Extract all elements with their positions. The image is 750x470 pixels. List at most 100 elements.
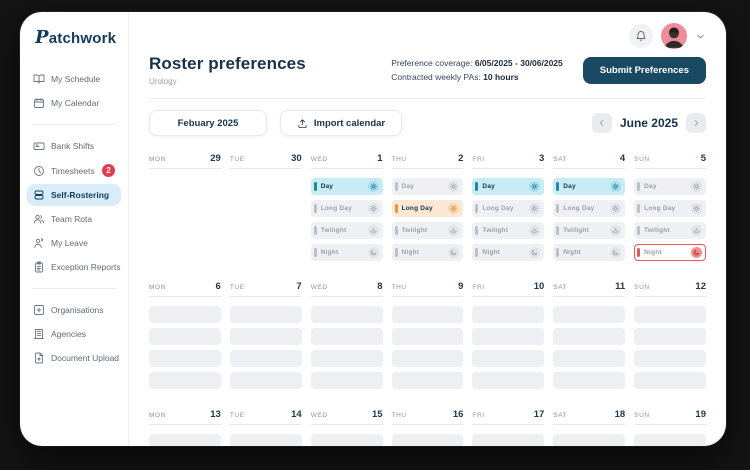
sidebar-item-agencies[interactable]: Agencies: [27, 323, 121, 345]
empty-shift-slot[interactable]: [229, 328, 302, 345]
sidebar-item-my-calendar[interactable]: My Calendar: [27, 92, 121, 114]
month-navigation: June 2025: [592, 113, 706, 133]
empty-shift-slot[interactable]: [634, 306, 706, 323]
shift-chip-twilight[interactable]: Twilight: [310, 222, 383, 239]
chip-accent-bar: [313, 204, 317, 213]
empty-shift-slot[interactable]: [310, 328, 383, 345]
sidebar-item-timesheets[interactable]: Timesheets 2: [27, 159, 121, 182]
empty-shift-slot[interactable]: [472, 350, 545, 367]
chip-label: Twilight: [563, 227, 589, 234]
sidebar-item-team-rota[interactable]: Team Rota: [27, 208, 121, 230]
empty-shift-slot[interactable]: [634, 328, 706, 345]
empty-shift-slot[interactable]: [229, 350, 302, 367]
empty-shift-slot[interactable]: [149, 372, 221, 389]
next-month-button[interactable]: [686, 113, 706, 133]
shift-chip-twilight[interactable]: Twilight: [553, 222, 626, 239]
shift-chip-night[interactable]: Night: [472, 244, 545, 261]
chip-label: Day: [320, 183, 334, 190]
empty-shift-slot[interactable]: [229, 306, 302, 323]
empty-shift-slot[interactable]: [149, 328, 221, 345]
shift-chip-long-day[interactable]: Long Day: [472, 200, 545, 217]
empty-shift-slot[interactable]: [634, 350, 706, 367]
notifications-button[interactable]: [629, 24, 653, 48]
sidebar-item-organisations[interactable]: Organisations: [27, 299, 121, 321]
shift-chip-night[interactable]: Night: [634, 244, 706, 261]
sidebar-item-bank-shifts[interactable]: Bank Shifts: [27, 135, 121, 157]
sidebar-item-my-leave[interactable]: My Leave: [27, 232, 121, 254]
empty-shift-slot[interactable]: [391, 350, 464, 367]
empty-shift-slot[interactable]: [149, 306, 221, 323]
day-name: THU: [391, 412, 407, 419]
empty-shift-slot[interactable]: [229, 372, 302, 389]
prev-month-button[interactable]: [592, 113, 612, 133]
shift-chip-night[interactable]: Night: [553, 244, 626, 261]
empty-shift-slot[interactable]: [553, 350, 626, 367]
empty-shift-slot[interactable]: [472, 328, 545, 345]
empty-shift-slot[interactable]: [229, 434, 302, 446]
empty-shift-slot[interactable]: [553, 434, 626, 446]
empty-shift-slot[interactable]: [553, 372, 626, 389]
day-number: 14: [291, 409, 302, 420]
chip-label: Twilight: [482, 227, 509, 234]
import-calendar-button[interactable]: Import calendar: [280, 110, 402, 136]
shift-chip-day[interactable]: Day: [310, 178, 383, 195]
shift-chip-long-day[interactable]: Long Day: [310, 200, 383, 217]
calendar-icon: [33, 97, 45, 109]
day-name: SUN: [634, 284, 650, 291]
shift-chip-night[interactable]: Night: [310, 244, 383, 261]
empty-shift-slot[interactable]: [149, 350, 221, 367]
empty-shift-slot[interactable]: [149, 434, 221, 446]
day-number: 1: [377, 153, 383, 164]
shift-chip-list: Day Long Day Twilight Night: [391, 178, 464, 261]
sidebar-item-label: My Schedule: [51, 74, 101, 84]
shift-chip-night[interactable]: Night: [391, 244, 464, 261]
day-number: 10: [533, 281, 545, 292]
shift-chip-twilight[interactable]: Twilight: [634, 222, 706, 239]
shift-chip-day[interactable]: Day: [553, 178, 626, 195]
day-name: MON: [149, 284, 166, 291]
empty-shift-slot[interactable]: [553, 306, 626, 323]
user-menu-chevron[interactable]: [695, 31, 706, 42]
shift-chip-day[interactable]: Day: [391, 178, 464, 195]
empty-shift-slot[interactable]: [391, 372, 464, 389]
preference-info: Preference coverage: 6/05/2025 - 30/06/2…: [391, 56, 563, 84]
month-select-button[interactable]: Febuary 2025: [149, 110, 267, 136]
sun-icon: [448, 203, 460, 214]
shift-chip-long-day[interactable]: Long Day: [634, 200, 706, 217]
empty-shift-slot[interactable]: [310, 372, 383, 389]
sidebar-item-self-rostering[interactable]: Self-Rostering: [27, 184, 121, 206]
empty-shift-slot[interactable]: [472, 306, 545, 323]
empty-shift-slot[interactable]: [472, 372, 545, 389]
shift-chip-long-day[interactable]: Long Day: [553, 200, 626, 217]
shift-chip-day[interactable]: Day: [634, 178, 706, 195]
day-header: MON 6: [149, 281, 221, 297]
shift-chip-twilight[interactable]: Twilight: [391, 222, 464, 239]
day-name: SUN: [634, 156, 650, 163]
chip-accent-bar: [637, 204, 641, 213]
empty-shift-slot[interactable]: [472, 434, 545, 446]
empty-shift-slot[interactable]: [391, 306, 464, 323]
empty-shift-slot[interactable]: [310, 306, 383, 323]
shift-chip-twilight[interactable]: Twilight: [472, 222, 545, 239]
day-name: WED: [310, 156, 328, 163]
sidebar-item-document-upload[interactable]: Document Upload: [27, 347, 121, 369]
main-panel: Roster preferences Urology Preference co…: [129, 12, 726, 446]
shift-chip-long-day[interactable]: Long Day: [391, 200, 464, 217]
calendar-week: MON 6 TUE 7 WED 8 THU 9 FRI 10 SAT 11 SUN 12: [149, 281, 706, 389]
chip-label: Long Day: [644, 205, 676, 212]
empty-shift-slot[interactable]: [634, 372, 706, 389]
day-name: SAT: [553, 412, 568, 419]
empty-shift-slot[interactable]: [634, 434, 706, 446]
sidebar-item-my-schedule[interactable]: My Schedule: [27, 68, 121, 90]
day-number: 17: [533, 409, 545, 420]
empty-shift-slot[interactable]: [391, 328, 464, 345]
avatar[interactable]: [661, 23, 687, 49]
shift-chip-day[interactable]: Day: [472, 178, 545, 195]
chip-accent-bar: [394, 204, 398, 213]
submit-preferences-button[interactable]: Submit Preferences: [582, 56, 706, 84]
empty-shift-slot[interactable]: [391, 434, 464, 446]
empty-shift-slot[interactable]: [553, 328, 626, 345]
empty-shift-slot[interactable]: [310, 350, 383, 367]
empty-shift-slot[interactable]: [310, 434, 383, 446]
sidebar-item-exception-reports[interactable]: Exception Reports: [27, 256, 121, 278]
